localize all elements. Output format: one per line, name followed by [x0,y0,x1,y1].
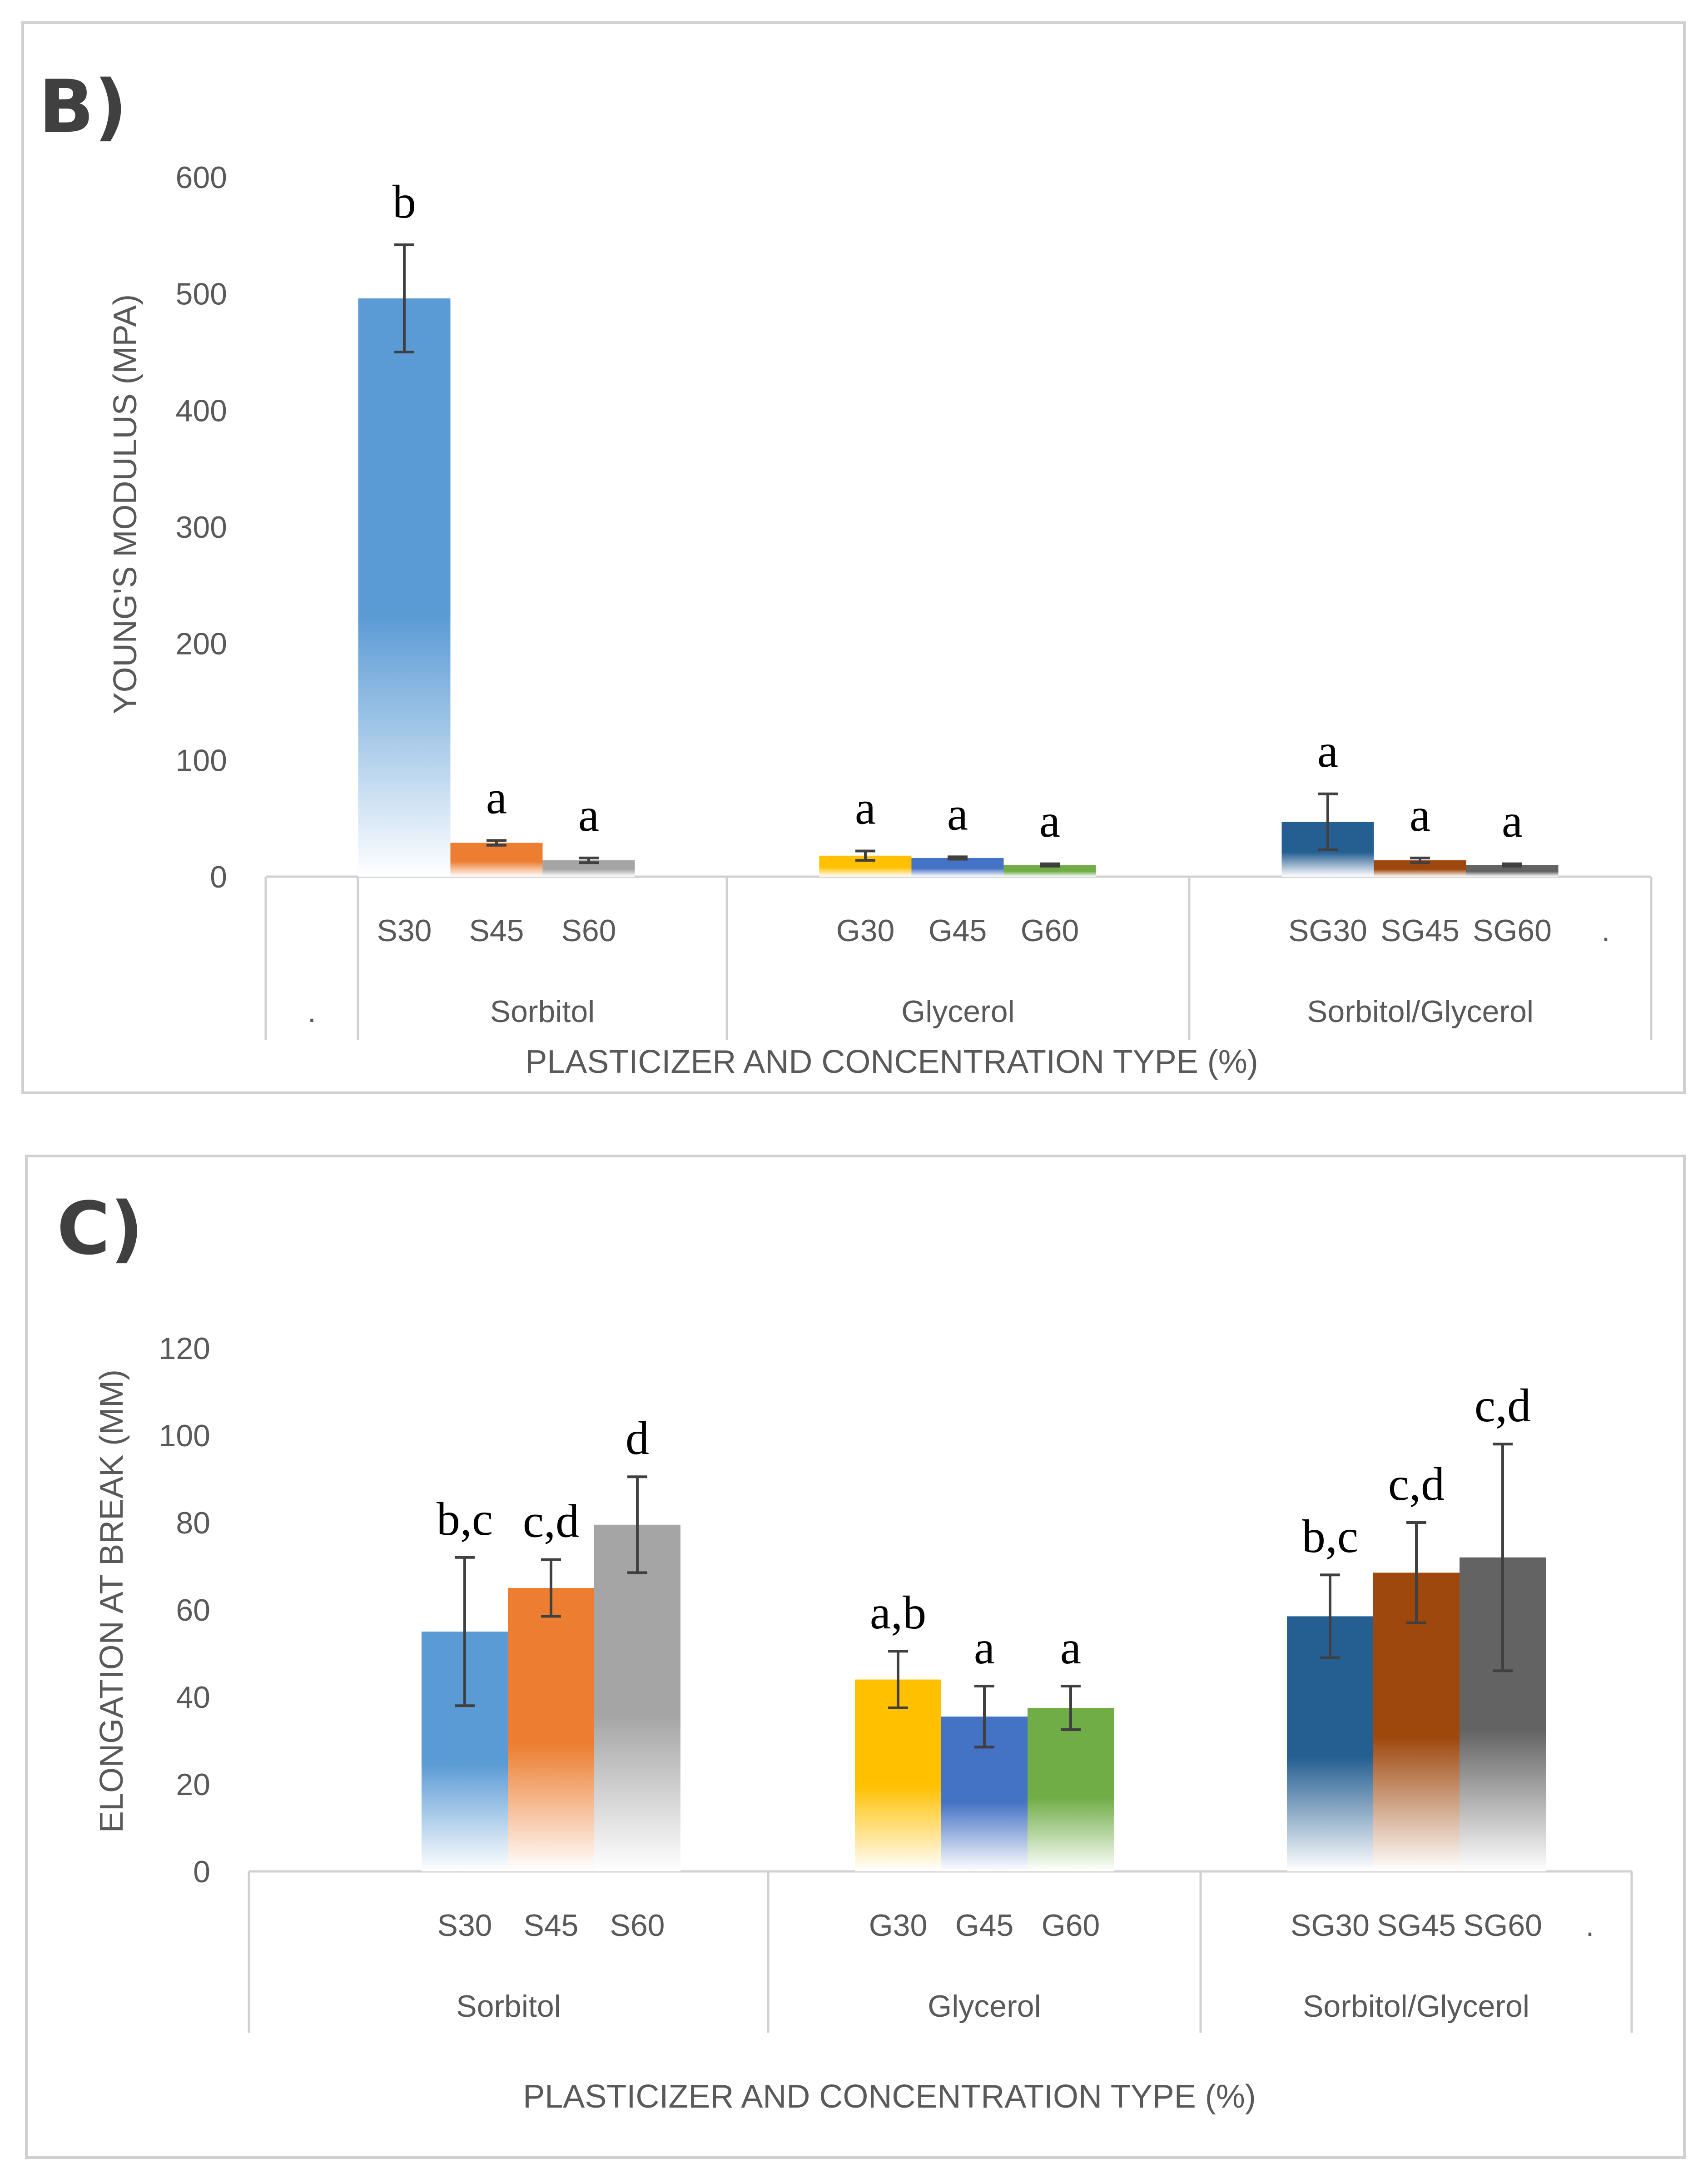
significance-label: a [1502,795,1523,847]
panel-c-x-labels: Sorbitol S30 S45 S60 Glycerol G30 G45 G60 Sorbit… [437,1908,1594,2024]
significance-label: a [1039,795,1060,847]
panel-b-bars: b a a a a a a a a [358,176,1559,877]
bar-category-label: SG45 [1380,913,1460,948]
bar-s60 [594,1524,680,1871]
significance-label: a,b [870,1587,926,1639]
bar-category-label: SG60 [1473,913,1552,948]
bar-category-label: G45 [928,913,987,948]
y-tick-label: 20 [176,1767,210,1802]
bar-category-label: S60 [610,1908,665,1943]
group-label: . [308,994,316,1029]
bar-category-label: S30 [437,1908,492,1943]
y-tick-label: 100 [159,1419,210,1453]
significance-label: a [947,788,968,840]
panel-c-label: C) [57,1186,144,1271]
trailing-tick-label: . [1586,1908,1594,1943]
significance-label: c,d [1475,1379,1531,1432]
significance-label: b,c [437,1493,493,1545]
bar-category-label: SG30 [1288,913,1367,948]
group-label: Sorbitol [456,1989,561,2024]
bar-s45 [508,1588,594,1871]
bar-category-label: G30 [869,1908,928,1943]
y-tick-label: 80 [176,1506,210,1540]
significance-label: d [626,1412,649,1464]
group-label: Glycerol [901,994,1014,1029]
bar-category-label: S30 [377,913,432,948]
panel-c-y-axis-title: ELONGATION AT BREAK (MM) [94,1369,130,1833]
bar-category-label: SG60 [1463,1908,1542,1943]
panel-b-x-axis-title: PLASTICIZER AND CONCENTRATION TYPE (%) [525,1044,1258,1080]
panel-c-y-ticks: 0 20 40 60 80 100 120 [159,1331,210,1889]
bar-g45 [911,858,1004,877]
panel-c-elongation: C) ELONGATION AT BREAK (MM) PLASTICIZER … [25,1155,1686,2159]
significance-label: b,c [1302,1510,1358,1563]
bar-s45 [450,843,543,877]
significance-label: b [392,176,416,228]
bar-category-label: S45 [524,1908,579,1943]
significance-label: a [1410,789,1430,841]
bar-category-label: G30 [836,913,895,948]
significance-label: a [578,789,599,841]
panel-b-youngs-modulus: B) YOUNG'S MODULUS (MPA) PLASTICIZER AND… [21,21,1686,1094]
significance-label: a [855,782,876,834]
group-label: Sorbitol/Glycerol [1307,994,1534,1029]
significance-label: a [486,771,507,824]
y-tick-label: 120 [159,1331,210,1366]
y-tick-label: 100 [176,743,227,778]
panel-c-bars: b,c c,d d a,b a a b,c c,d c,d [422,1379,1546,1871]
bar-g30 [855,1679,941,1871]
bar-category-label: G45 [955,1908,1014,1943]
y-tick-label: 0 [193,1855,210,1889]
y-tick-label: 300 [176,510,227,545]
significance-label: a [1060,1622,1081,1674]
significance-label: a [1317,725,1338,777]
group-label: Sorbitol/Glycerol [1303,1989,1529,2024]
significance-label: a [974,1622,995,1674]
panel-b-frame [21,21,1686,1094]
panel-b-x-labels: . Sorbitol S30 S45 S60 Glycerol G30 G45 G60 Sorbi… [308,913,1610,1029]
y-tick-label: 40 [176,1680,210,1715]
group-label: Glycerol [928,1989,1041,2024]
y-tick-label: 60 [176,1593,210,1627]
panel-b-y-axis-title: YOUNG'S MODULUS (MPA) [107,294,144,714]
y-tick-label: 200 [176,627,227,661]
panel-b-y-ticks: 0 100 200 300 400 500 600 [176,160,227,894]
trailing-tick-label: . [1602,913,1610,948]
bar-g60 [1028,1708,1114,1871]
significance-label: c,d [523,1495,579,1548]
y-tick-label: 400 [176,393,227,428]
significance-label: c,d [1388,1458,1445,1510]
y-tick-label: 600 [176,160,227,195]
panel-c-frame [25,1155,1686,2159]
bar-category-label: G60 [1042,1908,1100,1943]
bar-category-label: S45 [469,913,524,948]
bar-category-label: S60 [561,913,616,948]
y-tick-label: 0 [210,860,227,894]
panel-b-label: B) [39,64,127,149]
bar-s30 [358,298,451,877]
panel-c-x-axis-title: PLASTICIZER AND CONCENTRATION TYPE (%) [523,2079,1256,2115]
bar-category-label: G60 [1021,913,1079,948]
y-tick-label: 500 [176,277,227,312]
group-label: Sorbitol [490,994,595,1029]
bar-category-label: SG45 [1377,1908,1456,1943]
bar-category-label: SG30 [1291,1908,1370,1943]
